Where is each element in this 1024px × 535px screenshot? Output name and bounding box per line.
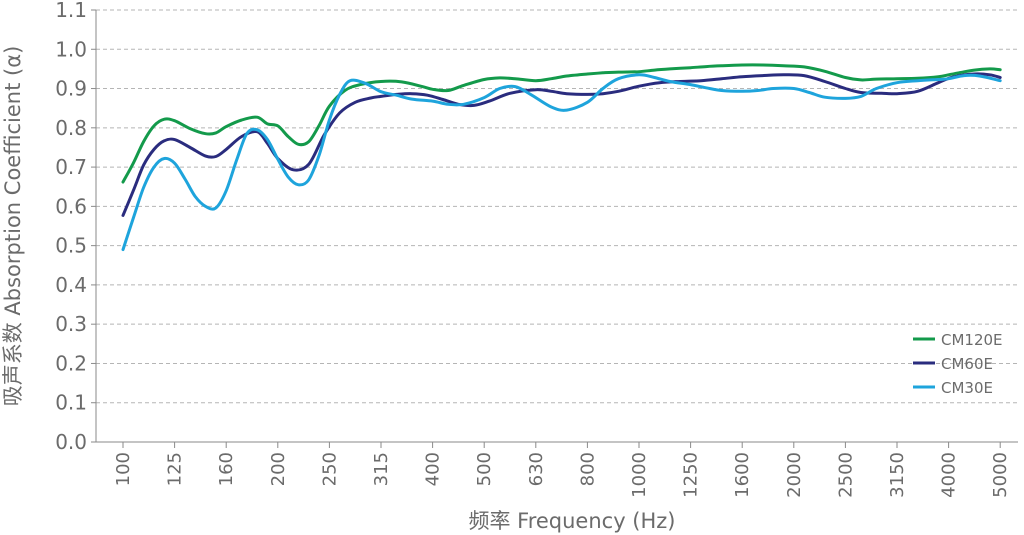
x-tick-label: 100 (113, 452, 134, 486)
x-tick-label: 315 (371, 452, 392, 486)
legend-label: CM60E (941, 355, 993, 373)
x-tick-label: 200 (268, 452, 289, 486)
x-tick-labels: 100 125 160 200 250 315 400 500 630 800 1000 1250 16… (113, 442, 1011, 498)
x-tick-label: 250 (319, 452, 340, 486)
y-axis-title: 吸声系数 Absorption Coefficient (α) (1, 46, 25, 407)
x-tick-label: 1600 (732, 452, 753, 498)
series-line-cm60e (121, 72, 1002, 217)
y-tick-label: 0.4 (55, 273, 87, 297)
x-tick-label: 160 (216, 452, 237, 486)
y-tick-labels: 0.0 0.1 0.2 0.3 0.4 0.5 0.6 0.7 0.8 0.9 1.0 1.1 (55, 0, 96, 454)
y-tick-label: 0.5 (55, 234, 87, 258)
y-tick-label: 1.0 (55, 37, 87, 61)
legend-label: CM30E (941, 379, 993, 397)
x-tick-label: 3150 (887, 452, 908, 498)
y-tick-label: 0.7 (55, 155, 87, 179)
y-tick-label: 0.6 (55, 194, 87, 218)
y-tick-label: 0.3 (55, 312, 87, 336)
x-tick-label: 800 (577, 452, 598, 486)
y-tick-label: 0.0 (55, 430, 87, 454)
x-tick-label: 1000 (629, 452, 650, 498)
legend-label: CM120E (941, 331, 1003, 349)
x-tick-label: 630 (526, 452, 547, 486)
series-line-cm30e (121, 73, 1002, 252)
x-tick-label: 1250 (681, 452, 702, 498)
series-line-cm120e (121, 63, 1002, 184)
y-tick-label: 0.2 (55, 351, 87, 375)
y-tick-label: 1.1 (55, 0, 87, 22)
y-tick-label: 0.9 (55, 77, 87, 101)
x-tick-label: 4000 (939, 452, 960, 498)
x-tick-label: 125 (165, 452, 186, 486)
x-axis-title: 频率 Frequency (Hz) (468, 509, 675, 533)
legend: CM120E CM60E CM30E (913, 331, 1003, 397)
gridlines (96, 9, 1018, 404)
axes (95, 10, 1018, 443)
series-lines (121, 63, 1002, 252)
x-tick-label: 2500 (835, 452, 856, 498)
x-tick-label: 5000 (990, 452, 1011, 498)
x-tick-label: 2000 (784, 452, 805, 498)
y-tick-label: 0.8 (55, 116, 87, 140)
y-tick-label: 0.1 (55, 391, 87, 415)
x-tick-label: 500 (474, 452, 495, 486)
x-tick-label: 400 (423, 452, 444, 486)
